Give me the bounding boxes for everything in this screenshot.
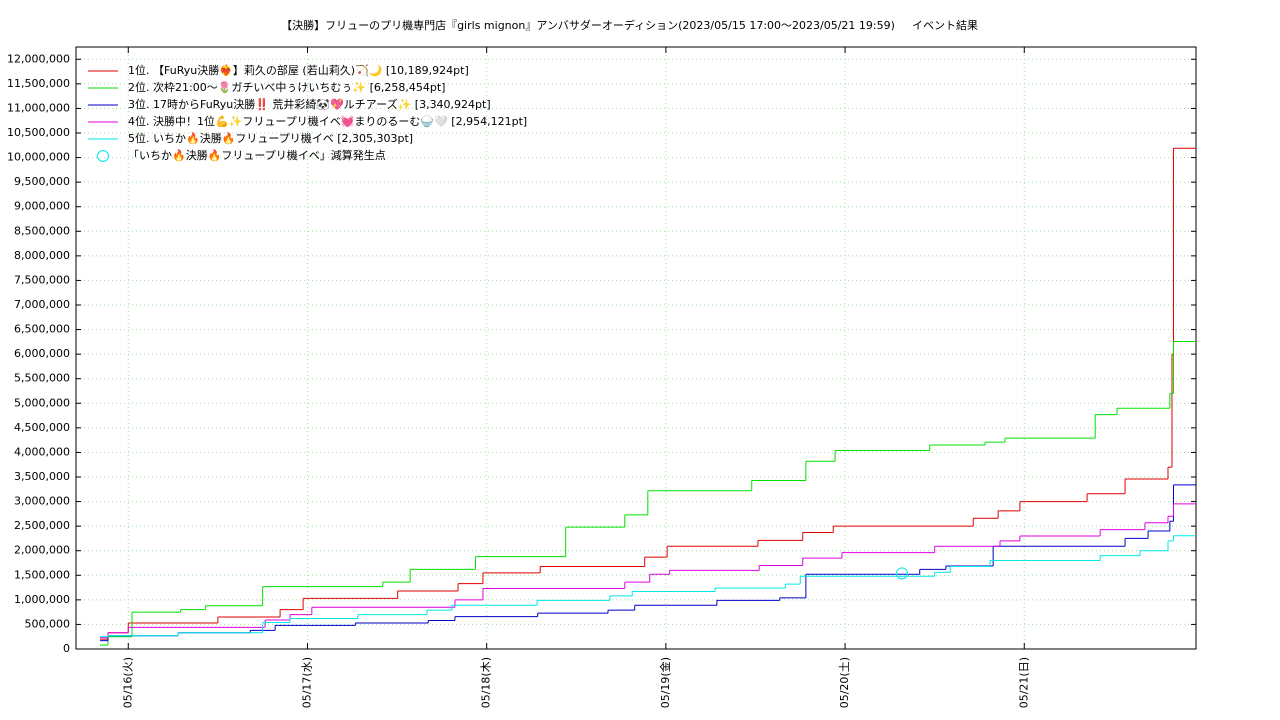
y-tick-label: 8,500,000 — [14, 224, 70, 237]
y-tick-label: 6,500,000 — [14, 323, 70, 336]
y-tick-label: 9,000,000 — [14, 200, 70, 213]
y-tick-label: 0 — [63, 642, 70, 655]
y-tick-label: 9,500,000 — [14, 175, 70, 188]
chart-title: 【決勝】フリューのプリ機専門店『girls mignon』アンバサダーオーディシ… — [281, 18, 895, 32]
x-tick-label: 05/18(木) — [480, 657, 493, 708]
legend-label: 「いちか🔥決勝🔥フリュープリ機イベ」減算発生点 — [128, 148, 386, 162]
y-tick-label: 2,000,000 — [14, 544, 70, 557]
y-tick-label: 4,000,000 — [14, 445, 70, 458]
y-tick-label: 7,000,000 — [14, 298, 70, 311]
annotation-point — [895, 567, 908, 580]
y-tick-label: 11,000,000 — [7, 101, 70, 114]
y-tick-label: 1,000,000 — [14, 593, 70, 606]
x-tick-label: 05/16(火) — [121, 657, 134, 708]
chart-subtitle: イベント結果 — [912, 18, 978, 32]
y-tick-label: 8,000,000 — [14, 249, 70, 262]
legend-label: 3位. 17時からFuRyu決勝‼️ 荒井彩綺🐼💖ルチアーズ✨ [3,340,9… — [128, 97, 491, 111]
x-tick-label: 05/20(土) — [838, 657, 851, 708]
y-tick-label: 12,000,000 — [7, 52, 70, 65]
x-tick-label: 05/17(水) — [300, 657, 313, 708]
y-tick-label: 3,500,000 — [14, 470, 70, 483]
y-tick-label: 10,000,000 — [7, 151, 70, 164]
series — [100, 503, 1196, 639]
plot-frame — [75, 46, 1197, 650]
y-tick-label: 7,500,000 — [14, 273, 70, 286]
y-tick-label: 11,500,000 — [7, 77, 70, 90]
legend-label: 4位. 決勝中！1位💪✨フリュープリ機イベ💓まりのるーむ🍚🤍 [2,954,12… — [128, 114, 527, 128]
y-tick-label: 3,000,000 — [14, 495, 70, 508]
y-tick-label: 2,500,000 — [14, 519, 70, 532]
legend-label: 5位. いちか🔥決勝🔥フリュープリ機イベ [2,305,303pt] — [128, 131, 413, 145]
y-tick-label: 5,500,000 — [14, 372, 70, 385]
y-tick-label: 6,000,000 — [14, 347, 70, 360]
series — [100, 535, 1196, 638]
y-tick-label: 5,000,000 — [14, 396, 70, 409]
legend-swatch — [97, 150, 109, 162]
series — [100, 340, 1196, 646]
y-tick-label: 4,500,000 — [14, 421, 70, 434]
legend-label: 1位. 【FuRyu決勝❤️‍🔥】莉久の部屋 (若山莉久)🏹🌙 [10,189,… — [128, 63, 469, 77]
x-tick-label: 05/19(金) — [658, 657, 672, 708]
y-tick-label: 10,500,000 — [7, 126, 70, 139]
legend-label: 2位. 次枠21:00〜🌷ガチいべ中ぅけいちむぅ✨ [6,258,454pt] — [128, 80, 445, 94]
series — [100, 147, 1196, 640]
y-tick-label: 500,000 — [25, 617, 71, 630]
y-tick-label: 1,500,000 — [14, 568, 70, 581]
x-tick-label: 05/21(日) — [1017, 657, 1030, 708]
